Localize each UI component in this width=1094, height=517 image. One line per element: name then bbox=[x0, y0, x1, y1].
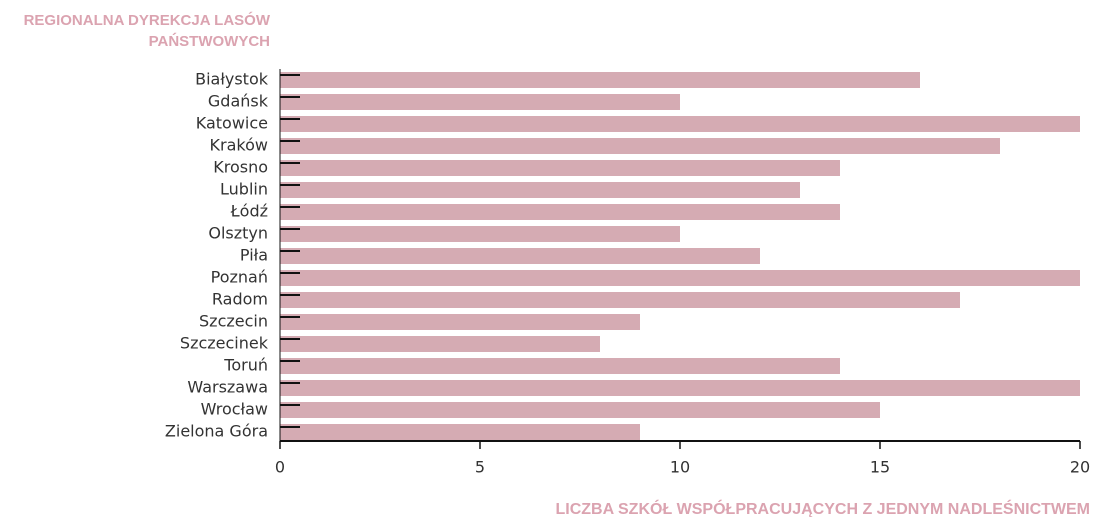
x-axis-label: LICZBA SZKÓŁ WSPÓŁPRACUJĄCYCH Z JEDNYM N… bbox=[555, 501, 1090, 517]
bar bbox=[280, 72, 920, 88]
y-tick-label: Białystok bbox=[195, 70, 269, 89]
bar bbox=[280, 424, 640, 440]
bar bbox=[280, 116, 1080, 132]
bar bbox=[280, 226, 680, 242]
y-tick-label: Szczecinek bbox=[180, 334, 269, 353]
bar bbox=[280, 402, 880, 418]
y-tick-label: Wrocław bbox=[201, 400, 268, 419]
y-tick-label: Toruń bbox=[223, 356, 268, 375]
y-tick-label: Radom bbox=[212, 290, 268, 309]
bar bbox=[280, 380, 1080, 396]
y-tick-label: Gdańsk bbox=[208, 92, 269, 111]
y-tick-label: Poznań bbox=[211, 268, 268, 287]
bar bbox=[280, 248, 760, 264]
bar bbox=[280, 182, 800, 198]
bar bbox=[280, 160, 840, 176]
y-tick-label: Piła bbox=[240, 246, 268, 265]
x-tick-label: 15 bbox=[870, 458, 890, 477]
x-tick-label: 5 bbox=[475, 458, 485, 477]
y-tick-label: Katowice bbox=[196, 114, 268, 133]
bar bbox=[280, 292, 960, 308]
y-axis-label: REGIONALNA DYREKCJA LASÓW PAŃSTWOWYCH bbox=[23, 12, 270, 50]
y-tick-label: Szczecin bbox=[199, 312, 268, 331]
bar bbox=[280, 270, 1080, 286]
y-tick-label: Łódź bbox=[230, 202, 268, 221]
y-tick-label: Kraków bbox=[210, 136, 268, 155]
y-tick-label: Lublin bbox=[220, 180, 268, 199]
x-tick-label: 10 bbox=[670, 458, 690, 477]
bar bbox=[280, 314, 640, 330]
y-tick-label: Warszawa bbox=[187, 378, 268, 397]
x-tick-label: 20 bbox=[1070, 458, 1090, 477]
y-tick-label: Krosno bbox=[213, 158, 268, 177]
bar bbox=[280, 204, 840, 220]
bar bbox=[280, 336, 600, 352]
x-tick-label: 0 bbox=[275, 458, 285, 477]
bar bbox=[280, 138, 1000, 154]
y-tick-label: Zielona Góra bbox=[165, 422, 268, 441]
bar bbox=[280, 94, 680, 110]
y-tick-label: Olsztyn bbox=[208, 224, 268, 243]
bar bbox=[280, 358, 840, 374]
